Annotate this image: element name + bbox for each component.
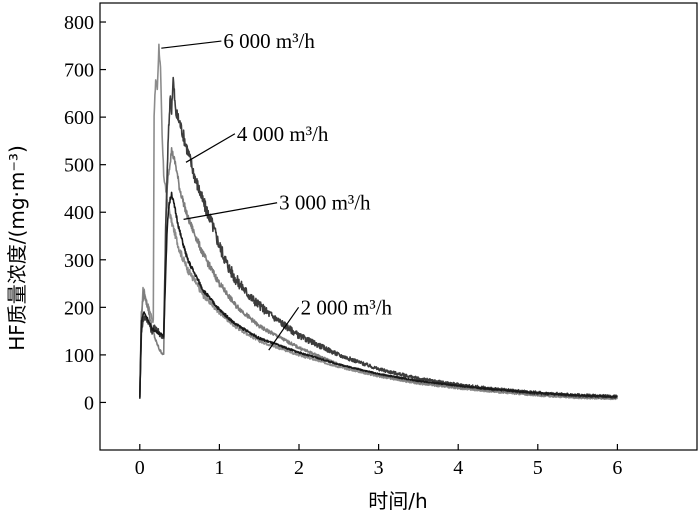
- leader-line: [268, 306, 300, 351]
- y-tick-label: 700: [64, 60, 94, 82]
- series-line: [139, 76, 619, 399]
- leader-line: [183, 202, 278, 220]
- leader-line: [161, 40, 222, 49]
- plot-frame: [99, 2, 698, 451]
- annotations: 6 000 m³/h 4 000 m³/h 3 000 m³/h 2 000 m³/h: [161, 29, 393, 351]
- series-line: [139, 191, 618, 398]
- series-label: 4 000 m³/h: [237, 122, 329, 146]
- x-tick-label: 4: [453, 457, 463, 479]
- y-tick-label: 200: [64, 297, 94, 319]
- x-tick-label: 0: [135, 457, 145, 479]
- y-tick-label: 400: [64, 202, 94, 224]
- x-tick-label: 2: [294, 457, 304, 479]
- plot-series: [139, 43, 619, 401]
- series-line: [139, 147, 618, 400]
- y-axis-title: HF质量浓度/(mg·m⁻³): [5, 145, 29, 350]
- x-tick-label: 6: [612, 457, 622, 479]
- series-label: 2 000 m³/h: [301, 295, 393, 319]
- x-tick-label: 5: [533, 457, 543, 479]
- axes: 0 1 2 3 4 5 6 0 100 200 300 400 500 600 700 800: [64, 2, 698, 479]
- series-label: 6 000 m³/h: [223, 29, 315, 53]
- x-axis-title: 时间/h: [368, 489, 427, 513]
- leader-line: [185, 133, 236, 163]
- y-tick-label: 100: [64, 345, 94, 367]
- y-tick-label: 300: [64, 250, 94, 272]
- x-tick-label: 3: [374, 457, 384, 479]
- y-tick-label: 0: [84, 392, 94, 414]
- y-tick-label: 600: [64, 107, 94, 129]
- y-tick-label: 500: [64, 155, 94, 177]
- series-label: 3 000 m³/h: [279, 191, 371, 215]
- y-tick-label: 800: [64, 12, 94, 34]
- x-tick-label: 1: [214, 457, 224, 479]
